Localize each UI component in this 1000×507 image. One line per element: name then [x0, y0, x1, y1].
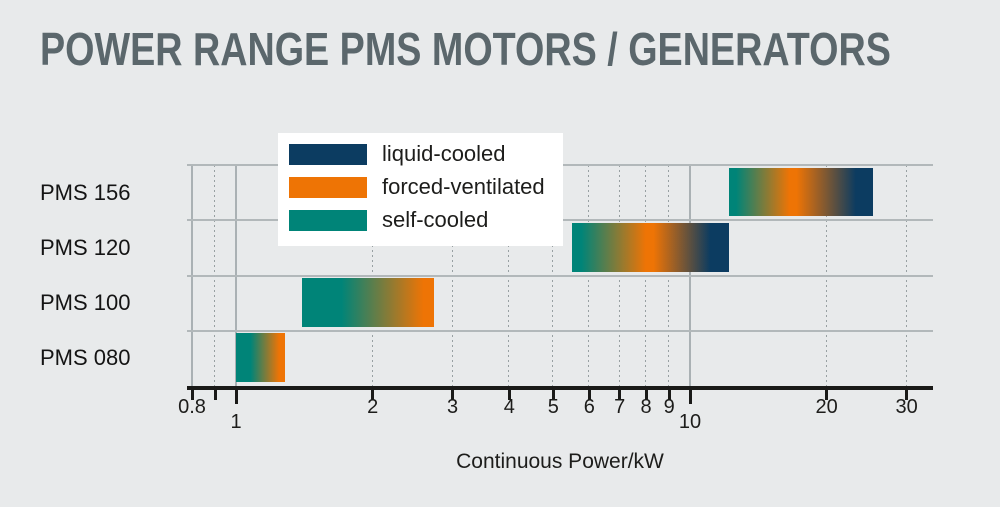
legend-item-liquid-cooled: liquid-cooled	[289, 143, 563, 165]
x-axis-tick-label-3: 3	[447, 396, 459, 418]
x-axis-tick-8	[644, 390, 648, 400]
category-label-pms-080: PMS 080	[40, 345, 131, 371]
x-axis-line	[187, 386, 933, 390]
x-axis-tick-0.9	[213, 390, 217, 400]
x-axis-tick-10	[688, 390, 692, 404]
x-axis-tick-label-1: 1	[230, 411, 242, 433]
legend-label: forced-ventilated	[382, 174, 545, 199]
horizontal-gridline	[187, 329, 933, 332]
x-axis-tick-4	[507, 390, 511, 400]
legend-swatch-self-cooled	[289, 209, 367, 231]
x-axis-tick-3	[451, 390, 455, 400]
x-axis-title: Continuous Power/kW	[456, 450, 664, 473]
x-axis-tick-label-30: 30	[895, 396, 918, 418]
x-axis-tick-2	[371, 390, 375, 400]
legend-label: self-cooled	[382, 207, 489, 232]
category-label-pms-156: PMS 156	[40, 179, 131, 205]
category-label-pms-120: PMS 120	[40, 234, 131, 260]
legend-swatch-forced-ventilated	[289, 176, 367, 198]
x-axis-tick-label-2: 2	[367, 396, 379, 418]
x-axis-tick-7	[618, 390, 622, 400]
x-axis-tick-5	[551, 390, 555, 400]
power-range-bar-pms-080	[236, 333, 285, 382]
power-range-bar-pms-156	[729, 167, 873, 217]
x-axis-tick-9	[667, 390, 671, 400]
power-range-bar-pms-100	[302, 278, 434, 327]
legend: liquid-cooled forced-ventilated self-coole…	[278, 133, 563, 246]
legend-item-forced-ventilated: forced-ventilated	[289, 176, 563, 198]
power-range-bar-pms-120	[572, 222, 730, 272]
x-axis-tick-label-0.8: 0.8	[178, 396, 206, 418]
x-axis-tick-label-4: 4	[503, 396, 515, 418]
chart-title: POWER RANGE PMS MOTORS / GENERATORS	[40, 23, 891, 75]
x-axis-tick-label-6: 6	[583, 396, 595, 418]
legend-item-self-cooled: self-cooled	[289, 209, 563, 231]
x-axis-tick-0.8	[190, 390, 194, 400]
x-axis-tick-label-8: 8	[640, 396, 652, 418]
category-label-pms-100: PMS 100	[40, 290, 131, 316]
x-axis-tick-label-5: 5	[547, 396, 559, 418]
x-axis-tick-label-9: 9	[663, 396, 675, 418]
x-axis-tick-6	[587, 390, 591, 400]
legend-swatch-liquid-cooled	[289, 143, 367, 165]
x-axis-tick-label-20: 20	[815, 396, 838, 418]
x-axis-tick-30	[905, 390, 909, 400]
horizontal-gridline	[187, 274, 933, 277]
legend-label: liquid-cooled	[382, 141, 506, 166]
x-axis-tick-label-10: 10	[678, 411, 702, 433]
x-axis-tick-20	[825, 390, 829, 400]
x-axis-tick-1	[234, 390, 238, 404]
x-axis-tick-label-7: 7	[614, 396, 626, 418]
